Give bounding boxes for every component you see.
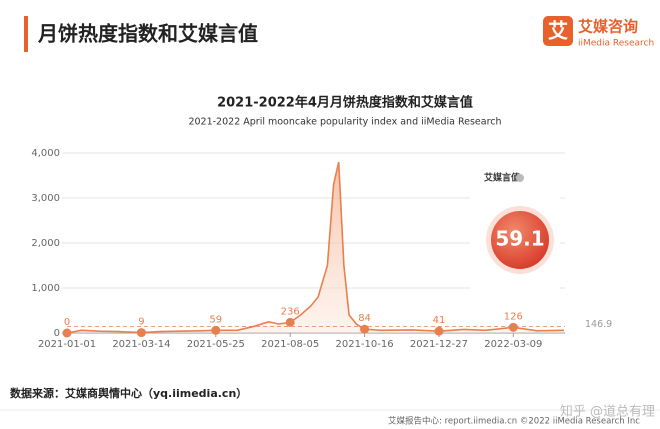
indicator-label: 艾媒言值 [484,172,520,184]
info-icon [516,174,524,182]
x-tick-label: 2022-03-09 [484,339,542,350]
indicator-value: 59.1 [495,227,544,251]
x-tick-label: 2021-03-14 [112,339,170,350]
source: 数据来源：艾媒商舆情中心（yq.iimedia.cn） [10,386,247,400]
y-tick-label: 3,000 [31,193,60,204]
point [285,317,295,327]
point [211,325,221,335]
x-tick-label: 2021-10-16 [335,339,393,350]
data-label: 126 [504,311,523,322]
header-title: 月饼热度指数和艾媒言值 [37,22,258,46]
header-bar [24,16,28,52]
data-label: 41 [433,315,446,326]
x-tick-label: 2021-05-25 [187,339,245,350]
point [62,328,72,338]
logo-name: 艾媒咨询 [578,18,638,36]
x-tick-label: 2021-12-27 [410,339,468,350]
chart-title: 2021-2022年4月月饼热度指数和艾媒言值 [217,95,473,111]
chart-subtitle: 2021-2022 April mooncake popularity inde… [188,117,501,128]
data-label: 59 [209,314,222,325]
x-tick-label: 2021-01-01 [38,339,96,350]
logo-sub: iiMedia Research [578,39,654,49]
y-tick-label: 0 [54,328,60,339]
y-tick-label: 2,000 [31,238,60,249]
average-label: 146.9 [585,319,612,330]
point [508,322,518,332]
point [360,324,370,334]
logo-box [543,16,573,46]
logo-mark: 艾 [548,19,568,43]
x-tick-label: 2021-08-05 [261,339,319,350]
point [434,326,444,336]
y-tick-label: 4,000 [31,148,60,159]
watermark: 知乎 @道总有理 [560,404,655,420]
data-label: 9 [138,317,144,328]
footer-site: 艾媒报告中心: report.iimedia.cn ©2022 iiMedia … [388,416,640,427]
data-label: 84 [358,313,371,324]
y-tick-label: 1,000 [31,283,60,294]
data-label: 236 [281,306,300,317]
data-label: 0 [64,317,70,328]
point [136,328,146,338]
indicator-circle [491,211,549,269]
